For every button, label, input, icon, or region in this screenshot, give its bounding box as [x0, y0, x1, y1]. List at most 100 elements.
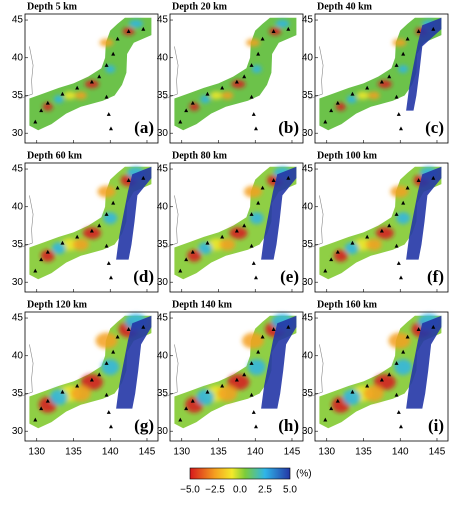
volcano [60, 91, 65, 96]
volcano [106, 112, 111, 116]
volcano [251, 410, 256, 414]
panel-frame [314, 162, 449, 293]
y-tick-label: 35 [157, 388, 169, 399]
volcano [75, 234, 80, 239]
anomaly [333, 249, 348, 262]
volcano [256, 51, 261, 56]
volcano [329, 406, 334, 411]
slab [261, 315, 297, 409]
anomaly [346, 95, 357, 104]
slab [261, 166, 297, 260]
y-tick-label: 40 [302, 52, 314, 63]
map-panel: Depth 80 km (e) 30 35 40 45 [157, 150, 304, 293]
volcano [329, 108, 334, 113]
volcano [387, 74, 392, 79]
volcano [271, 178, 276, 182]
volcano [431, 26, 436, 31]
y-tick-label: 40 [157, 201, 169, 212]
volcano [184, 108, 189, 113]
x-tick-label: 130 [173, 447, 190, 458]
anomaly [344, 242, 359, 255]
volcano [365, 85, 370, 90]
anomaly [61, 238, 78, 251]
anomaly [356, 91, 369, 100]
panel-title: Depth 140 km [172, 299, 233, 310]
colorbar-tick-label: −5.0 [180, 485, 200, 496]
anomaly [390, 185, 409, 198]
map-panel: Depth 140 km (h) 30 35 40 45 130 135 140 145 [157, 299, 304, 458]
volcano [104, 392, 109, 397]
volcano [431, 324, 436, 329]
volcano [220, 383, 225, 388]
volcano [249, 63, 254, 67]
anomaly [373, 374, 396, 391]
panel-frame [24, 311, 159, 442]
volcano [111, 51, 116, 56]
volcano [234, 79, 239, 84]
volcano [45, 249, 50, 254]
volcano [33, 268, 38, 273]
x-tick-label: 145 [429, 447, 446, 458]
y-tick-label: 35 [302, 90, 314, 101]
panel-title: Depth 80 km [172, 150, 228, 161]
anomaly [398, 65, 409, 74]
volcano [387, 223, 392, 228]
x-tick-label: 145 [284, 447, 301, 458]
volcano [379, 228, 384, 233]
panel-label: (g) [134, 416, 154, 435]
volcano [60, 389, 65, 394]
volcano [178, 417, 183, 422]
volcano [271, 29, 276, 33]
volcano [323, 417, 328, 422]
volcano [184, 257, 189, 262]
y-tick-label: 35 [12, 90, 24, 101]
map-panel: Depth 120 km (g) 30 35 40 45 130 135 140 145 [12, 299, 159, 458]
slab [406, 17, 442, 111]
volcano [249, 212, 254, 216]
volcano [75, 383, 80, 388]
volcano [242, 372, 247, 377]
anomaly [247, 359, 266, 376]
y-tick-label: 30 [302, 277, 314, 288]
y-tick-label: 30 [302, 128, 314, 139]
anomaly [128, 19, 143, 28]
y-tick-label: 45 [157, 15, 169, 26]
volcano [234, 377, 239, 382]
volcano [184, 406, 189, 411]
anomaly [367, 91, 380, 100]
volcano [350, 389, 355, 394]
volcano [75, 85, 80, 90]
volcano [405, 334, 410, 339]
anomaly [210, 91, 223, 100]
anomaly [354, 238, 371, 251]
colorbar-tick-label: 2.5 [258, 485, 272, 496]
anomaly [227, 374, 250, 391]
volcano [205, 240, 210, 245]
anomaly [246, 38, 261, 47]
volcano [190, 398, 195, 403]
anomaly [103, 212, 118, 225]
y-tick-label: 30 [157, 128, 169, 139]
volcano [416, 178, 421, 182]
volcano [104, 212, 109, 216]
map-panel: Depth 160 km (i) 30 35 40 45 130 135 140 145 [302, 299, 449, 458]
volcano [220, 234, 225, 239]
volcano [108, 424, 113, 429]
anomaly [231, 80, 246, 89]
model-region [29, 17, 152, 131]
map-panel: Depth 60 km (d) 30 35 40 45 [12, 150, 159, 293]
map-panel: Depth 20 km (b) 30 35 40 45 [157, 1, 304, 144]
x-tick-label: 130 [28, 447, 45, 458]
volcano [416, 29, 421, 33]
volcano [335, 100, 340, 105]
colorbar-unit: (%) [296, 469, 312, 480]
anomaly [72, 238, 89, 251]
volcano [108, 126, 113, 131]
anomaly [74, 91, 87, 100]
volcano [335, 398, 340, 403]
anomaly [189, 102, 200, 111]
volcano [350, 91, 355, 96]
volcano [253, 424, 258, 429]
map-panel: Depth 40 km (c) 30 35 40 45 [302, 1, 449, 144]
